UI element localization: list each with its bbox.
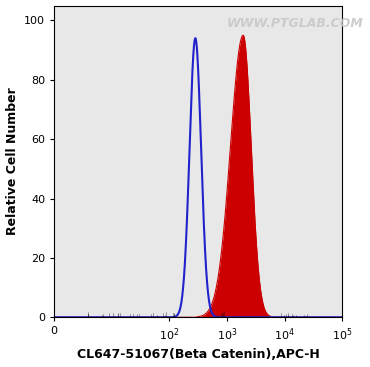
X-axis label: CL647-51067(Beta Catenin),APC-H: CL647-51067(Beta Catenin),APC-H — [77, 348, 320, 361]
Text: WWW.PTGLAB.COM: WWW.PTGLAB.COM — [227, 17, 364, 30]
Y-axis label: Relative Cell Number: Relative Cell Number — [6, 88, 18, 235]
